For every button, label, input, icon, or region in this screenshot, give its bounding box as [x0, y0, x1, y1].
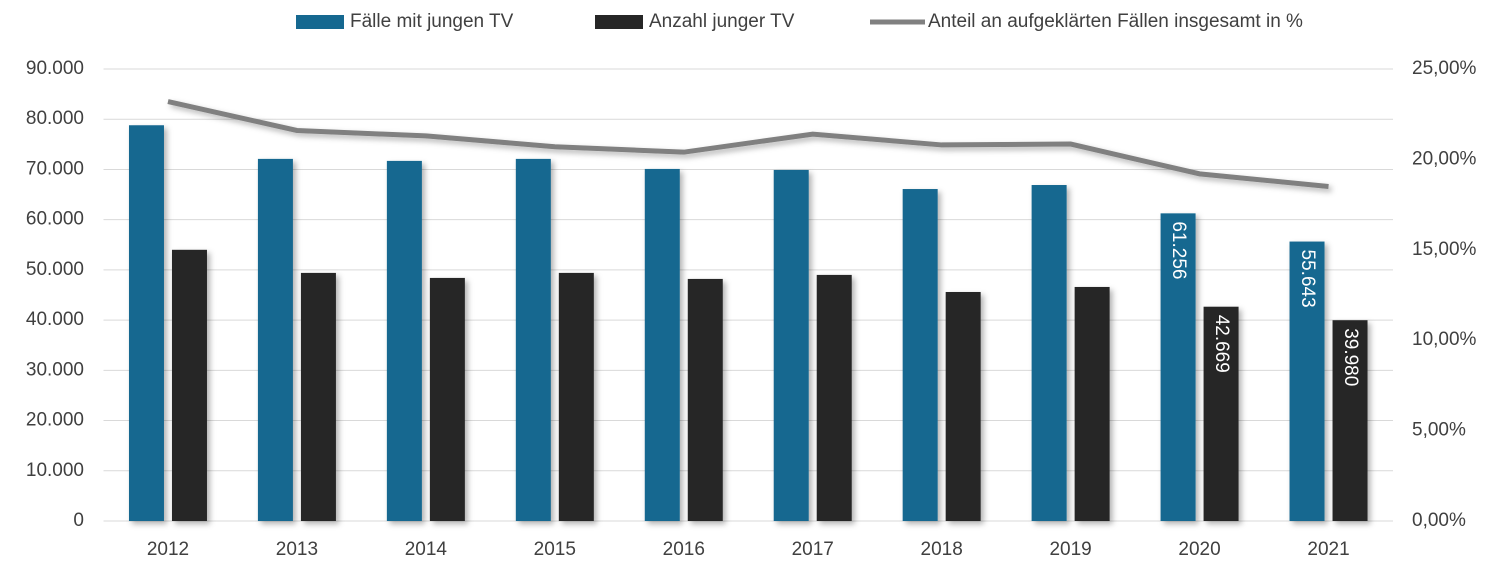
x-tick-label: 2018 [921, 539, 963, 560]
bar [644, 168, 680, 522]
bar [128, 125, 164, 521]
legend-label: Anzahl junger TV [649, 11, 795, 32]
bar [1160, 213, 1196, 521]
y2-tick-label: 0,00% [1412, 510, 1466, 531]
bar [300, 272, 336, 521]
data-label: 55.643 [1297, 250, 1318, 308]
data-label: 39.980 [1340, 328, 1361, 386]
y-tick-label: 50.000 [26, 259, 84, 280]
bar [1332, 320, 1368, 521]
bar [1074, 286, 1110, 521]
y-tick-label: 70.000 [26, 158, 84, 179]
y-tick-label: 60.000 [26, 209, 84, 230]
bar [816, 274, 852, 521]
y2-tick-label: 5,00% [1412, 420, 1466, 441]
bar [773, 169, 809, 522]
legend-swatch [595, 15, 643, 29]
x-tick-label: 2017 [792, 539, 834, 560]
x-tick-label: 2019 [1049, 539, 1091, 560]
bar [515, 158, 551, 522]
y2-tick-label: 15,00% [1412, 239, 1477, 260]
legend-swatch [296, 15, 344, 29]
bar [171, 249, 207, 522]
bar [257, 158, 293, 522]
data-label: 61.256 [1168, 221, 1189, 279]
x-tick-label: 2020 [1178, 539, 1220, 560]
bar [945, 291, 981, 521]
y-tick-label: 40.000 [26, 309, 84, 330]
legend-label: Anteil an aufgeklärten Fällen insgesamt … [928, 11, 1303, 32]
bar [1031, 185, 1067, 521]
x-tick-label: 2016 [663, 539, 705, 560]
y2-tick-label: 10,00% [1412, 329, 1477, 350]
bar [1289, 241, 1325, 521]
y-tick-label: 90.000 [26, 58, 84, 79]
y-tick-label: 20.000 [26, 410, 84, 431]
y-tick-label: 10.000 [26, 460, 84, 481]
bar [558, 272, 594, 521]
bar [687, 278, 723, 521]
bar [902, 189, 938, 521]
bar [1203, 306, 1239, 521]
x-tick-label: 2014 [405, 539, 448, 560]
x-tick-label: 2013 [276, 539, 318, 560]
y-tick-label: 30.000 [26, 359, 84, 380]
bar [429, 277, 465, 521]
bar [386, 160, 422, 521]
y2-tick-label: 25,00% [1412, 58, 1477, 79]
data-label: 42.669 [1211, 315, 1232, 373]
y-tick-label: 0 [73, 510, 84, 531]
x-tick-label: 2015 [534, 539, 576, 560]
legend-label: Fälle mit jungen TV [350, 11, 514, 32]
y-tick-label: 80.000 [26, 108, 84, 129]
x-tick-label: 2021 [1307, 539, 1349, 560]
line [167, 99, 1329, 190]
y2-tick-label: 20,00% [1412, 148, 1477, 169]
x-tick-label: 2012 [147, 539, 189, 560]
